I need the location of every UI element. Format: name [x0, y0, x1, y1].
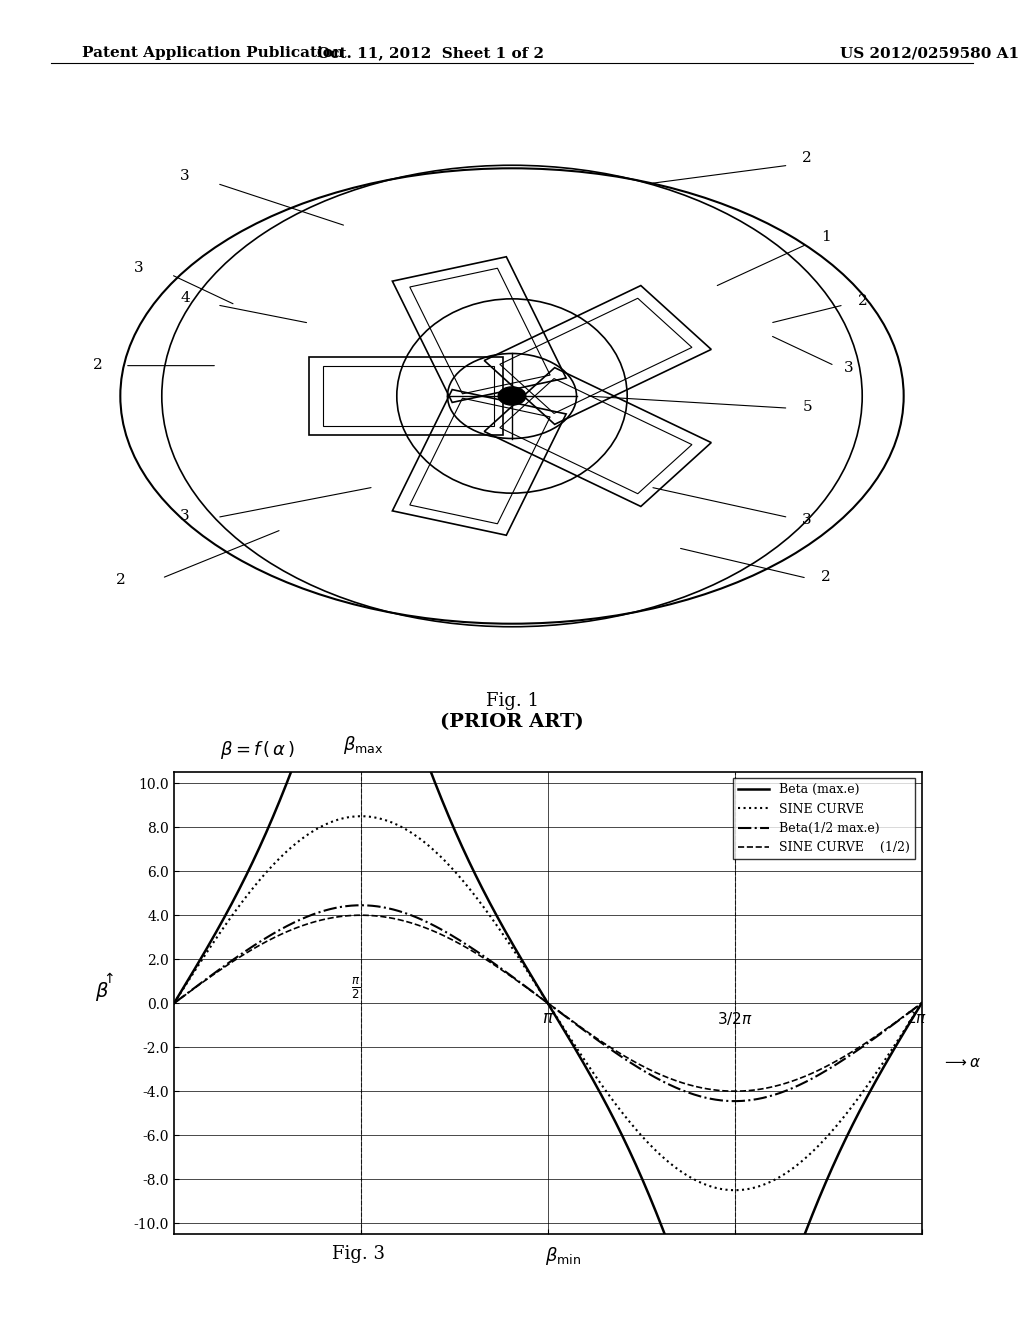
- SINE CURVE: [245, 883, 257, 899]
- Text: 3: 3: [803, 512, 812, 527]
- Line: SINE CURVE: SINE CURVE: [174, 816, 922, 1191]
- Text: $3/2\pi$: $3/2\pi$: [717, 1010, 753, 1027]
- SINE CURVE    (1/2): [471, 946, 483, 962]
- Beta (max.e): [168, 995, 180, 1011]
- Beta(1/2 max.e): [766, 1088, 778, 1104]
- SINE CURVE: [682, 1168, 694, 1184]
- Text: 2: 2: [93, 358, 102, 372]
- SINE CURVE    (1/2): [498, 964, 510, 979]
- Text: 3: 3: [844, 360, 853, 375]
- Text: 2: 2: [803, 152, 812, 165]
- Text: US 2012/0259580 A1: US 2012/0259580 A1: [840, 46, 1019, 61]
- Text: $\beta=f\,(\,\alpha\,)$: $\beta=f\,(\,\alpha\,)$: [220, 739, 295, 762]
- Text: 3: 3: [180, 510, 189, 524]
- Beta(1/2 max.e): [355, 898, 368, 913]
- Text: 2: 2: [858, 294, 867, 308]
- Text: Oct. 11, 2012  Sheet 1 of 2: Oct. 11, 2012 Sheet 1 of 2: [316, 46, 544, 61]
- Text: 5: 5: [803, 400, 812, 414]
- Line: Beta (max.e): Beta (max.e): [174, 631, 922, 1320]
- Text: $\beta_{\rm min}$: $\beta_{\rm min}$: [545, 1245, 582, 1267]
- SINE CURVE    (1/2): [766, 1078, 778, 1094]
- Text: $\beta$: $\beta$: [95, 979, 110, 1003]
- Beta(1/2 max.e): [915, 995, 928, 1011]
- SINE CURVE: [766, 1173, 778, 1189]
- SINE CURVE    (1/2): [245, 942, 257, 958]
- SINE CURVE    (1/2): [168, 995, 180, 1011]
- SINE CURVE    (1/2): [728, 1084, 740, 1100]
- SINE CURVE: [168, 995, 180, 1011]
- Text: 2: 2: [116, 573, 126, 587]
- Circle shape: [499, 387, 526, 405]
- Legend: Beta (max.e), SINE CURVE, Beta(1/2 max.e), SINE CURVE    (1/2): Beta (max.e), SINE CURVE, Beta(1/2 max.e…: [733, 779, 915, 859]
- Text: 3: 3: [134, 260, 143, 275]
- SINE CURVE: [753, 1179, 765, 1195]
- Beta(1/2 max.e): [498, 962, 510, 978]
- Beta (max.e): [498, 921, 510, 937]
- SINE CURVE: [498, 928, 510, 944]
- Line: Beta(1/2 max.e): Beta(1/2 max.e): [174, 906, 922, 1101]
- Text: 4: 4: [180, 290, 190, 305]
- Text: 1: 1: [821, 230, 830, 244]
- Beta (max.e): [766, 1313, 778, 1320]
- Text: $\frac{\pi}{2}$: $\frac{\pi}{2}$: [351, 975, 360, 1001]
- Text: Fig. 1: Fig. 1: [485, 692, 539, 710]
- SINE CURVE    (1/2): [753, 1081, 765, 1097]
- Beta (max.e): [471, 870, 483, 886]
- Text: (PRIOR ART): (PRIOR ART): [440, 713, 584, 731]
- Text: $\pi$: $\pi$: [542, 1010, 554, 1027]
- Beta(1/2 max.e): [168, 995, 180, 1011]
- Beta(1/2 max.e): [471, 944, 483, 960]
- Beta(1/2 max.e): [753, 1090, 765, 1106]
- SINE CURVE: [915, 995, 928, 1011]
- Text: Fig. 3: Fig. 3: [332, 1245, 385, 1263]
- SINE CURVE    (1/2): [682, 1077, 694, 1093]
- Text: $\longrightarrow \alpha$: $\longrightarrow \alpha$: [942, 1056, 982, 1069]
- Text: 3: 3: [180, 169, 189, 183]
- SINE CURVE: [728, 1183, 740, 1199]
- SINE CURVE: [471, 891, 483, 907]
- Beta (max.e): [682, 1288, 694, 1304]
- Beta(1/2 max.e): [682, 1085, 694, 1101]
- Text: $2\pi$: $2\pi$: [906, 1010, 927, 1026]
- Text: 2: 2: [821, 570, 830, 585]
- Beta(1/2 max.e): [245, 940, 257, 956]
- SINE CURVE    (1/2): [915, 995, 928, 1011]
- SINE CURVE: [355, 808, 368, 824]
- SINE CURVE    (1/2): [355, 907, 368, 923]
- Beta(1/2 max.e): [728, 1093, 740, 1109]
- Text: Patent Application Publication: Patent Application Publication: [82, 46, 344, 61]
- Beta (max.e): [245, 859, 257, 875]
- Beta (max.e): [355, 623, 368, 639]
- Beta (max.e): [915, 995, 928, 1011]
- Text: $\uparrow$: $\uparrow$: [100, 972, 115, 986]
- Line: SINE CURVE    (1/2): SINE CURVE (1/2): [174, 915, 922, 1092]
- Text: $\beta_{\rm max}$: $\beta_{\rm max}$: [343, 734, 384, 756]
